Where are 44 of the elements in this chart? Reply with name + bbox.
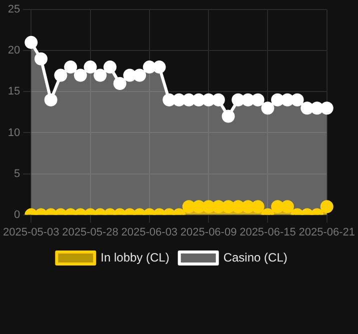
point [300, 102, 314, 115]
x-tick-label: 2025-05-03 [2, 226, 60, 238]
y-tick-label: 15 [8, 86, 20, 98]
point [232, 93, 245, 106]
point [84, 60, 97, 74]
x-tick-label: 2025-06-09 [180, 226, 237, 238]
point [271, 93, 284, 106]
point [280, 93, 294, 106]
point [192, 93, 206, 106]
point [152, 60, 166, 74]
point [242, 93, 255, 106]
point [251, 93, 264, 106]
point [162, 93, 176, 106]
point [142, 60, 156, 74]
x-tick-label: 2025-06-15 [240, 226, 296, 238]
y-tick-label: 25 [8, 4, 20, 16]
point [54, 68, 68, 82]
point [290, 93, 304, 106]
point [74, 68, 87, 82]
point [103, 60, 116, 74]
point [64, 60, 78, 74]
point [44, 93, 58, 106]
point [202, 93, 216, 106]
point [222, 110, 235, 123]
point [310, 102, 324, 115]
x-tick-label: 2025-06-03 [121, 226, 178, 238]
point [133, 68, 146, 82]
legend-label: In lobby (CL) [100, 250, 170, 264]
y-tick-label: 20 [8, 44, 20, 57]
point [182, 93, 196, 106]
x-tick-label: 2025-06-21 [298, 226, 356, 238]
legend-label: Casino (CL) [223, 250, 288, 264]
point [261, 102, 274, 115]
y-tick-label: 0 [14, 208, 20, 221]
y-tick-label: 5 [14, 168, 20, 180]
point [123, 68, 136, 82]
point [113, 76, 126, 90]
y-tick-label: 10 [8, 126, 20, 139]
point [320, 102, 334, 115]
point [212, 93, 225, 106]
point [34, 52, 48, 66]
point [172, 93, 186, 106]
x-tick-label: 2025-05-28 [62, 226, 118, 238]
point [94, 68, 107, 82]
